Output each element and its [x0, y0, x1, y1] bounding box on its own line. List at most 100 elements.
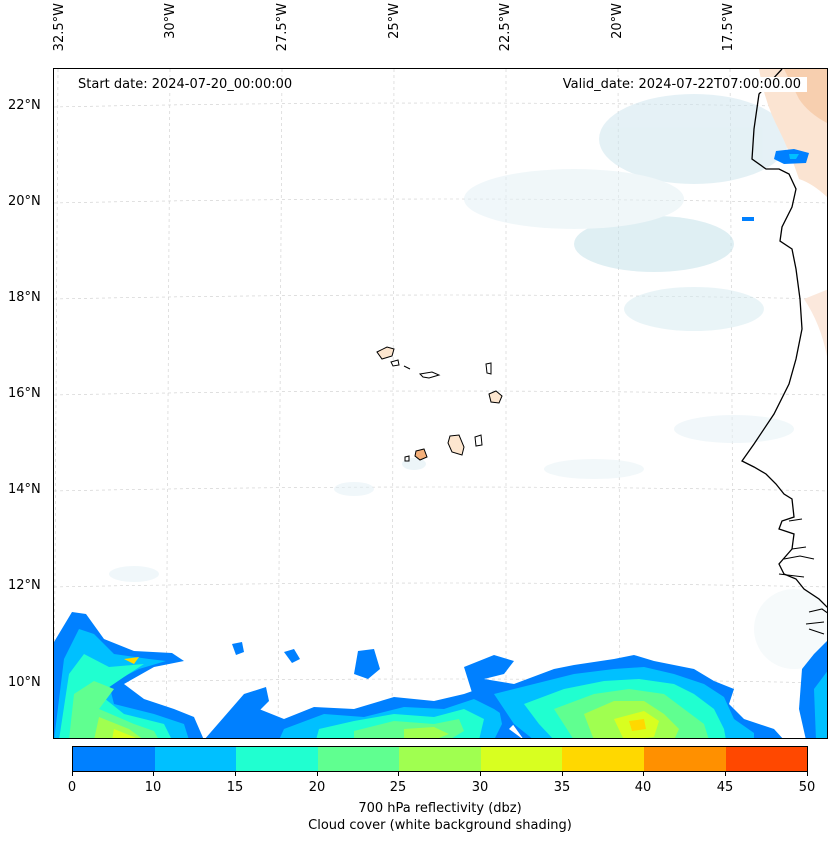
- cloud-patch: [599, 94, 789, 184]
- lon-label-17-5w: 17.5°W: [721, 3, 736, 52]
- colorbar-tick-label: 30: [471, 780, 489, 795]
- lat-label-22n: 22°N: [8, 98, 41, 113]
- africa-coastline: [741, 69, 827, 608]
- cloud-patch: [674, 415, 794, 443]
- reflectivity-colorbar: [72, 746, 808, 772]
- colorbar-subtitle: Cloud cover (white background shading): [308, 818, 572, 833]
- cloud-patch: [624, 287, 764, 331]
- colorbar-seg-35-40: [562, 747, 644, 771]
- refl-area-left-lime: [94, 717, 142, 738]
- cloud-patch: [574, 216, 734, 272]
- island-fogo: [414, 448, 428, 461]
- colorbar-seg-30-35: [480, 747, 563, 771]
- parallel-14n: [54, 486, 827, 492]
- colorbar-tick-label: 0: [67, 780, 77, 795]
- colorbar-seg-45-50: [725, 747, 808, 771]
- colorbar-seg-40-45: [643, 747, 726, 771]
- lat-label-14n: 14°N: [8, 482, 41, 497]
- colorbar-seg-10-15: [154, 747, 237, 771]
- refl-cell-north-africa-inner: [789, 154, 799, 159]
- colorbar-tick: [153, 772, 154, 776]
- lat-label-20n: 20°N: [8, 194, 41, 209]
- land-shade-mid: [804, 289, 827, 357]
- refl-cell-sea: [354, 649, 380, 679]
- colorbar-seg-0-10: [73, 747, 155, 771]
- reflectivity-contours: [54, 149, 827, 738]
- meridian-27-5w: [277, 69, 283, 738]
- colorbar-tick: [317, 772, 318, 776]
- colorbar-tick-label: 25: [389, 780, 407, 795]
- colorbar-tick-label: 50: [798, 780, 816, 795]
- colorbar-title: 700 hPa reflectivity (dbz): [358, 801, 522, 816]
- lon-label-32-5w: 32.5°W: [52, 3, 67, 52]
- lon-label-20w: 20°W: [610, 3, 625, 39]
- colorbar-tick: [235, 772, 236, 776]
- refl-cell-west-coast: [742, 217, 754, 221]
- refl-area-bottom-lime: [404, 727, 449, 738]
- colorbar-seg-25-30: [399, 747, 481, 771]
- island-maio: [474, 434, 483, 447]
- island-boa-vista: [488, 390, 503, 404]
- start-date-label: Start date: 2024-07-20_00:00:00: [72, 77, 299, 92]
- parallel-10n: [54, 678, 827, 684]
- lon-label-27-5w: 27.5°W: [275, 3, 290, 52]
- colorbar-seg-20-25: [317, 747, 400, 771]
- refl-cell-sea: [284, 649, 300, 663]
- cloud-patch: [464, 169, 684, 229]
- lat-label-12n: 12°N: [8, 578, 41, 593]
- refl-area-left-orange: [124, 657, 139, 664]
- map-canvas: [54, 69, 827, 738]
- lat-label-16n: 16°N: [8, 386, 41, 401]
- map-panel[interactable]: Start date: 2024-07-20_00:00:00 Valid_da…: [53, 68, 828, 739]
- colorbar-tick-label: 40: [634, 780, 652, 795]
- parallel-18n: [54, 294, 827, 300]
- cloud-cover-shading: [109, 94, 827, 669]
- colorbar-tick: [480, 772, 481, 776]
- cloud-patch: [544, 459, 644, 479]
- lon-label-25w: 25°W: [387, 3, 402, 39]
- colorbar-tick-label: 35: [553, 780, 571, 795]
- island-sao-vicente: [390, 359, 400, 367]
- parallel-12n: [54, 582, 827, 588]
- cloud-patch: [754, 589, 827, 669]
- colorbar-seg-15-20: [236, 747, 318, 771]
- island-sao-nicolau: [418, 371, 441, 379]
- meridian-32-5w: [54, 69, 59, 738]
- graticule: [54, 69, 827, 738]
- colorbar-tick: [398, 772, 399, 776]
- lat-label-18n: 18°N: [8, 290, 41, 305]
- refl-cell-sea: [232, 642, 244, 655]
- colorbar-tick: [72, 772, 73, 776]
- island-santo-antao: [376, 346, 395, 360]
- colorbar-tick: [725, 772, 726, 776]
- parallel-22n: [54, 102, 827, 108]
- cape-verde-islands: [376, 346, 503, 462]
- colorbar-tick: [643, 772, 644, 776]
- colorbar-tick: [807, 772, 808, 776]
- refl-area-right-orange: [629, 719, 646, 731]
- parallel-16n: [54, 390, 827, 396]
- colorbar-tick-label: 10: [144, 780, 162, 795]
- refl-cell-sea: [249, 687, 269, 711]
- refl-area-edge-cyan: [814, 671, 827, 738]
- island-santiago: [447, 434, 465, 456]
- cloud-patch: [109, 566, 159, 582]
- lon-label-30w: 30°W: [163, 3, 178, 39]
- cloud-patch: [334, 482, 374, 496]
- meridian-20w: [617, 69, 621, 738]
- parallel-20n: [54, 198, 827, 204]
- colorbar-tick: [562, 772, 563, 776]
- lat-label-10n: 10°N: [8, 675, 41, 690]
- colorbar-tick-label: 15: [226, 780, 244, 795]
- africa-coast-detail: [778, 518, 827, 635]
- island-santa-luzia: [403, 365, 411, 370]
- lon-label-22-5w: 22.5°W: [498, 3, 513, 52]
- island-sal: [485, 362, 492, 375]
- island-brava: [404, 455, 410, 462]
- colorbar-tick-label: 20: [308, 780, 326, 795]
- meridian-17-5w: [729, 69, 735, 738]
- refl-area-left-green: [69, 681, 158, 738]
- meridian-30w: [165, 69, 171, 738]
- colorbar-tick-label: 45: [716, 780, 734, 795]
- refl-area-left-yellow: [112, 729, 136, 738]
